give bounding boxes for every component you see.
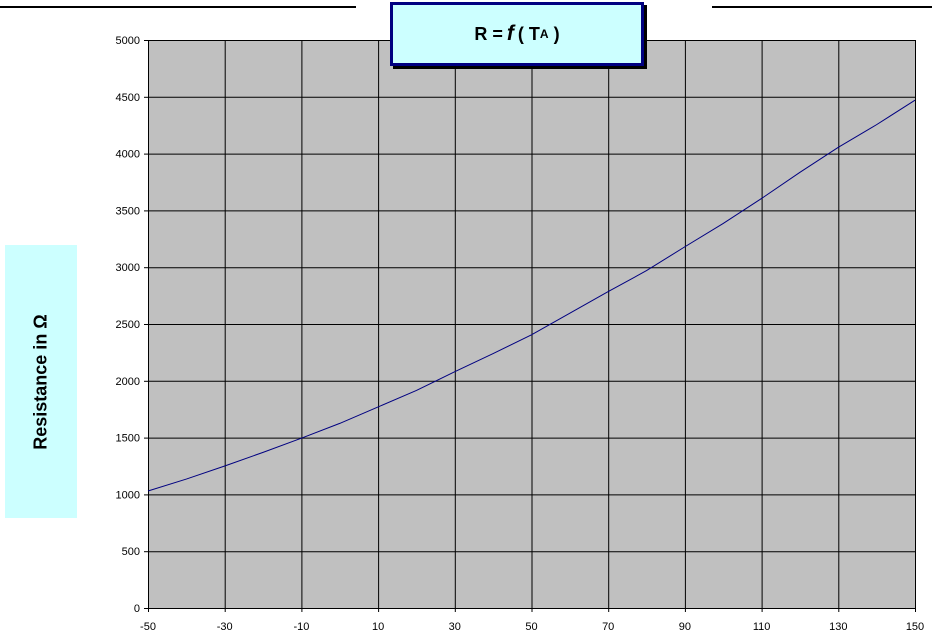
- y-tick-label: 1000: [116, 489, 140, 501]
- title-lhs: R =: [474, 23, 503, 44]
- title-subscript: A: [539, 27, 549, 41]
- y-tick-labels: 0 500 1000 1500 2000 2500 3000 3500 4000 4500 5000: [116, 35, 140, 615]
- x-tick-label: 10: [372, 621, 384, 633]
- x-tick-label: -30: [217, 621, 233, 633]
- x-tick-label: 70: [602, 621, 614, 633]
- y-tick-label: 4500: [116, 92, 140, 104]
- x-tick-labels: -50 -30 -10 10 30 50 70 90 110 130 150: [140, 621, 924, 633]
- title-open: ( T: [517, 23, 540, 44]
- y-tick-label: 2500: [116, 319, 140, 331]
- y-tick-label: 4000: [116, 149, 140, 161]
- top-heading-fragment-right: [712, 0, 932, 8]
- y-tick-label: 3500: [116, 205, 140, 217]
- y-tick-label: 5000: [116, 35, 140, 47]
- x-tick-label: 30: [449, 621, 461, 633]
- title-close: ): [553, 23, 560, 44]
- x-tick-label: 50: [525, 621, 537, 633]
- y-tick-label: 500: [122, 546, 140, 558]
- x-tick-label: -50: [140, 621, 156, 633]
- top-heading-fragment-left: [0, 0, 356, 8]
- y-tick-label: 0: [134, 603, 140, 615]
- y-axis-label: Resistance in Ω: [30, 313, 51, 450]
- y-tick-label: 3000: [116, 262, 140, 274]
- x-tick-label: 150: [906, 621, 924, 633]
- grid-lines: [148, 40, 916, 609]
- x-tick-label: 90: [679, 621, 691, 633]
- series-line: [147, 99, 916, 492]
- axes: [144, 40, 916, 612]
- x-tick-label: 130: [829, 621, 847, 633]
- title-function: f: [506, 22, 514, 45]
- y-tick-label: 2000: [116, 376, 140, 388]
- y-tick-label: 1500: [116, 433, 140, 445]
- x-tick-label: 110: [753, 621, 771, 633]
- x-tick-label: -10: [293, 621, 309, 633]
- y-axis-label-box: Resistance in Ω: [5, 245, 77, 518]
